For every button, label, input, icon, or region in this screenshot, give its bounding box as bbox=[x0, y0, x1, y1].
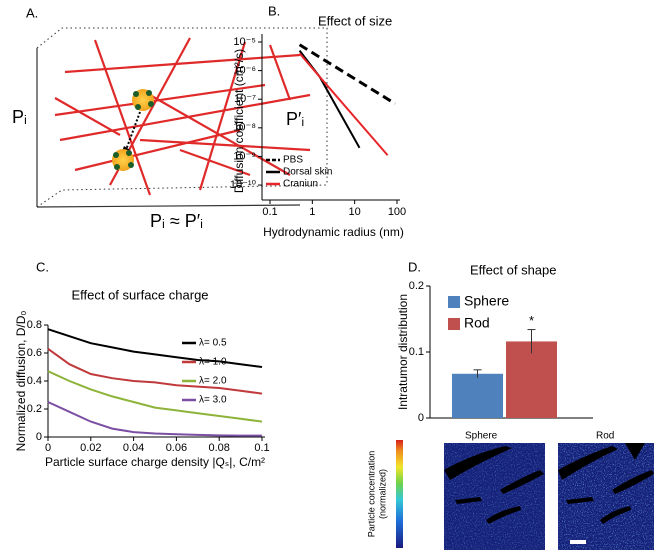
x-axis-title: Hydrodynamic radius (nm) bbox=[263, 225, 404, 239]
colorbar bbox=[396, 440, 403, 548]
y-axis-title: Diffusion coefficient (cm²/s) bbox=[232, 49, 246, 193]
particle bbox=[112, 149, 134, 171]
legend-swatch bbox=[448, 296, 460, 308]
box-edge bbox=[36, 204, 301, 208]
panel-label: B. bbox=[268, 3, 280, 18]
x-tick-label: 0 bbox=[45, 442, 51, 454]
x-tick-label: 0.1 bbox=[262, 206, 277, 218]
image-label: Sphere bbox=[465, 431, 498, 442]
legend-label: Sphere bbox=[464, 293, 509, 309]
y-tick-label: 10⁻⁷ bbox=[234, 93, 256, 105]
bar bbox=[506, 341, 557, 418]
scale-bar bbox=[570, 540, 586, 544]
legend-label: λ= 0.5 bbox=[199, 338, 227, 349]
y-tick-label: 10⁻⁹ bbox=[233, 150, 256, 162]
particle bbox=[132, 89, 154, 111]
y-tick-label: 0.2 bbox=[409, 280, 424, 292]
y-tick-label: 10⁻⁸ bbox=[233, 122, 256, 134]
image-noise bbox=[444, 443, 545, 550]
line bbox=[47, 347, 263, 395]
y-tick-label: 0 bbox=[36, 431, 42, 443]
micrographs: Sphere Rod Particle concentration (norma… bbox=[366, 431, 654, 550]
box-edge bbox=[36, 184, 328, 208]
x-tick-label: 0.02 bbox=[80, 442, 101, 454]
y-tick-label: 0.8 bbox=[27, 319, 42, 331]
label: Pᵢ ≈ P′ᵢ bbox=[150, 211, 203, 231]
x-tick-label: 0.04 bbox=[123, 442, 144, 454]
diagram: A. Pᵢ P′ᵢ Pᵢ ≈ P′ᵢ bbox=[12, 5, 328, 231]
legend-label: λ= 1.0 bbox=[199, 357, 227, 368]
legend-label: Craniun bbox=[283, 179, 318, 190]
y-tick-label: 0.4 bbox=[27, 375, 42, 387]
image-noise bbox=[558, 443, 654, 550]
line bbox=[298, 43, 396, 105]
y-axis-title: Intratumor distribution bbox=[396, 294, 410, 410]
chart-title: Effect of size bbox=[318, 13, 392, 28]
y-tick-label: 10⁻⁵ bbox=[233, 36, 256, 48]
line bbox=[298, 52, 389, 156]
y-tick-label: 0.1 bbox=[409, 346, 424, 358]
vessels bbox=[444, 443, 654, 524]
legend-label: Dorsal skin bbox=[283, 167, 332, 178]
x-tick-label: 0.08 bbox=[208, 442, 229, 454]
line bbox=[47, 370, 263, 423]
x-tick-label: 0.06 bbox=[166, 442, 187, 454]
y-tick-label: 10⁻¹⁰ bbox=[230, 179, 257, 191]
x-tick-label: 1 bbox=[309, 206, 315, 218]
y-tick-label: 0.6 bbox=[27, 347, 42, 359]
arrow bbox=[125, 111, 141, 151]
panel-label: D. bbox=[408, 259, 421, 274]
y-tick-label: 0 bbox=[418, 412, 424, 424]
label: P′ᵢ bbox=[286, 109, 304, 129]
chart-title: Effect of shape bbox=[470, 262, 557, 277]
line bbox=[47, 328, 263, 368]
panel-label: C. bbox=[36, 259, 49, 274]
x-tick-label: 0.1 bbox=[254, 442, 269, 454]
y-tick-label: 10⁻⁶ bbox=[233, 65, 256, 77]
panel-label: A. bbox=[26, 5, 38, 20]
bar bbox=[452, 373, 503, 418]
colorbar-label: (normalized) bbox=[377, 469, 387, 519]
y-axis-title: Normalized diffusion, D/D₀ bbox=[14, 311, 28, 452]
y-tick-label: 0.2 bbox=[27, 403, 42, 415]
legend-label: λ= 3.0 bbox=[199, 395, 227, 406]
legend-label: PBS bbox=[283, 155, 303, 166]
image-label: Rod bbox=[596, 431, 614, 442]
annotation: * bbox=[529, 313, 534, 328]
legend-label: λ= 2.0 bbox=[199, 376, 227, 387]
legend-swatch bbox=[448, 318, 460, 330]
label: Pᵢ bbox=[12, 107, 27, 127]
legend-label: Rod bbox=[464, 315, 490, 331]
x-axis-title: Particle surface charge density |Qₛ|, C/… bbox=[45, 455, 265, 469]
colorbar-label: Particle concentration bbox=[366, 451, 376, 538]
x-tick-label: 10 bbox=[349, 206, 361, 218]
x-tick-label: 100 bbox=[388, 206, 406, 218]
line bbox=[47, 401, 262, 437]
chart-title: Effect of surface charge bbox=[71, 287, 208, 302]
